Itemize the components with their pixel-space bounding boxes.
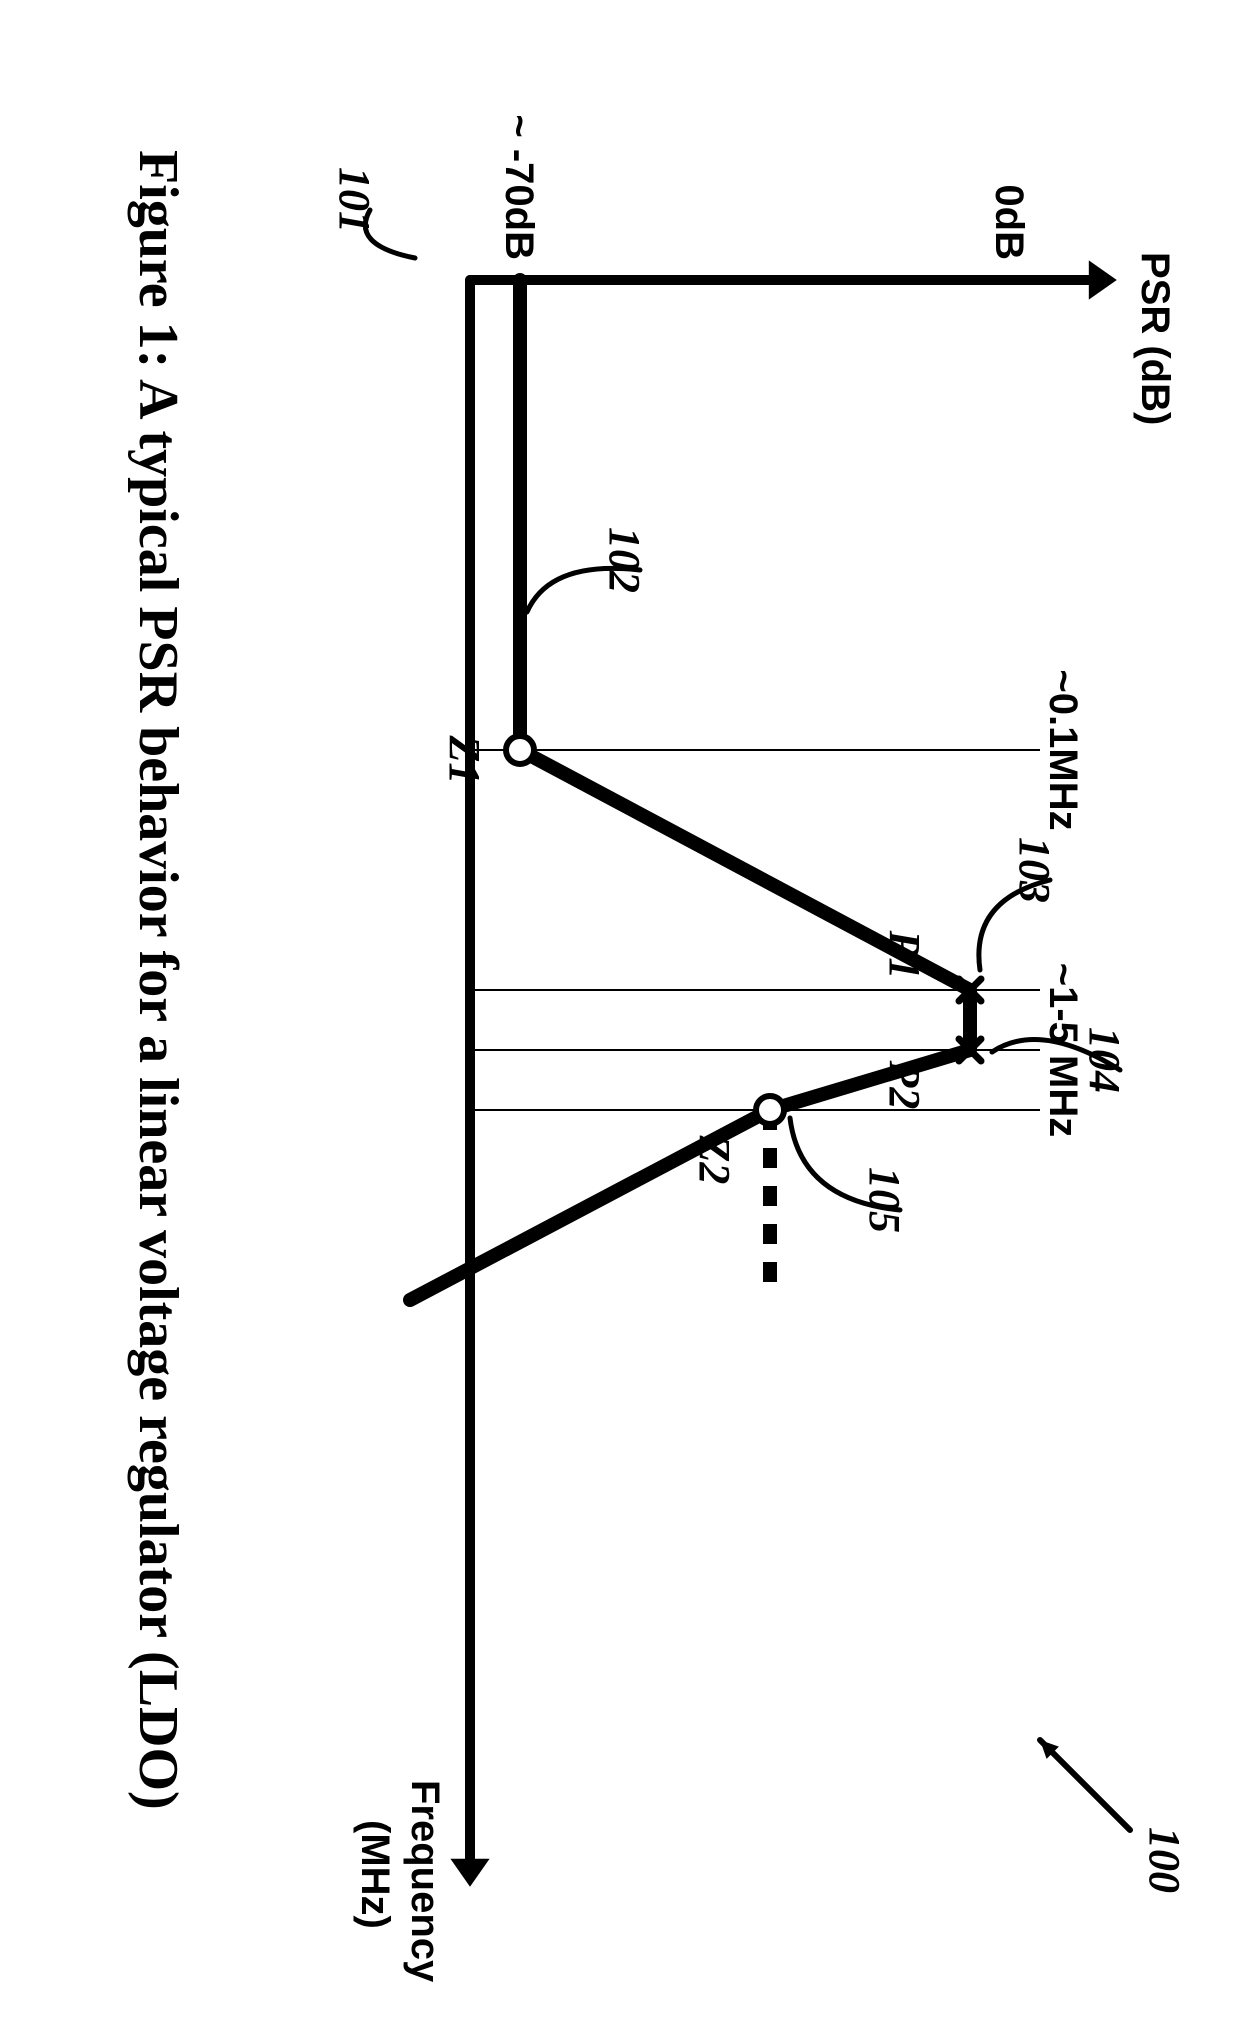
zero-label: Z1 (440, 735, 489, 785)
zero-marker (506, 736, 534, 764)
x-axis-label-line1: Frequency (403, 1780, 447, 1983)
ref-label: 101 (330, 167, 379, 233)
pole-label: P2 (880, 1060, 929, 1110)
top-freq-label: ~0.1MHz (1041, 669, 1085, 830)
pole-label: P1 (880, 930, 929, 980)
psr-chart: PSR (dB)Frequency(MHz)0dB~ -70dB~0.1MHz~… (0, 0, 1240, 2020)
zero-marker (756, 1096, 784, 1124)
figure-ref-number: 100 (1140, 1827, 1189, 1893)
ref-label: 105 (860, 1167, 909, 1233)
y-tick-label: 0dB (987, 184, 1031, 260)
figure-caption-prefix: Figure 1: (127, 150, 189, 379)
figure-caption: Figure 1: A typical PSR behavior for a l… (127, 150, 189, 1810)
y-tick-label: ~ -70dB (497, 114, 541, 260)
y-axis-label: PSR (dB) (1133, 252, 1177, 425)
zero-label: Z2 (690, 1135, 739, 1185)
ref-label: 102 (600, 527, 649, 593)
figure-caption-text: A typical PSR behavior for a linear volt… (127, 379, 189, 1810)
x-axis-label-line2: (MHz) (353, 1820, 397, 1929)
